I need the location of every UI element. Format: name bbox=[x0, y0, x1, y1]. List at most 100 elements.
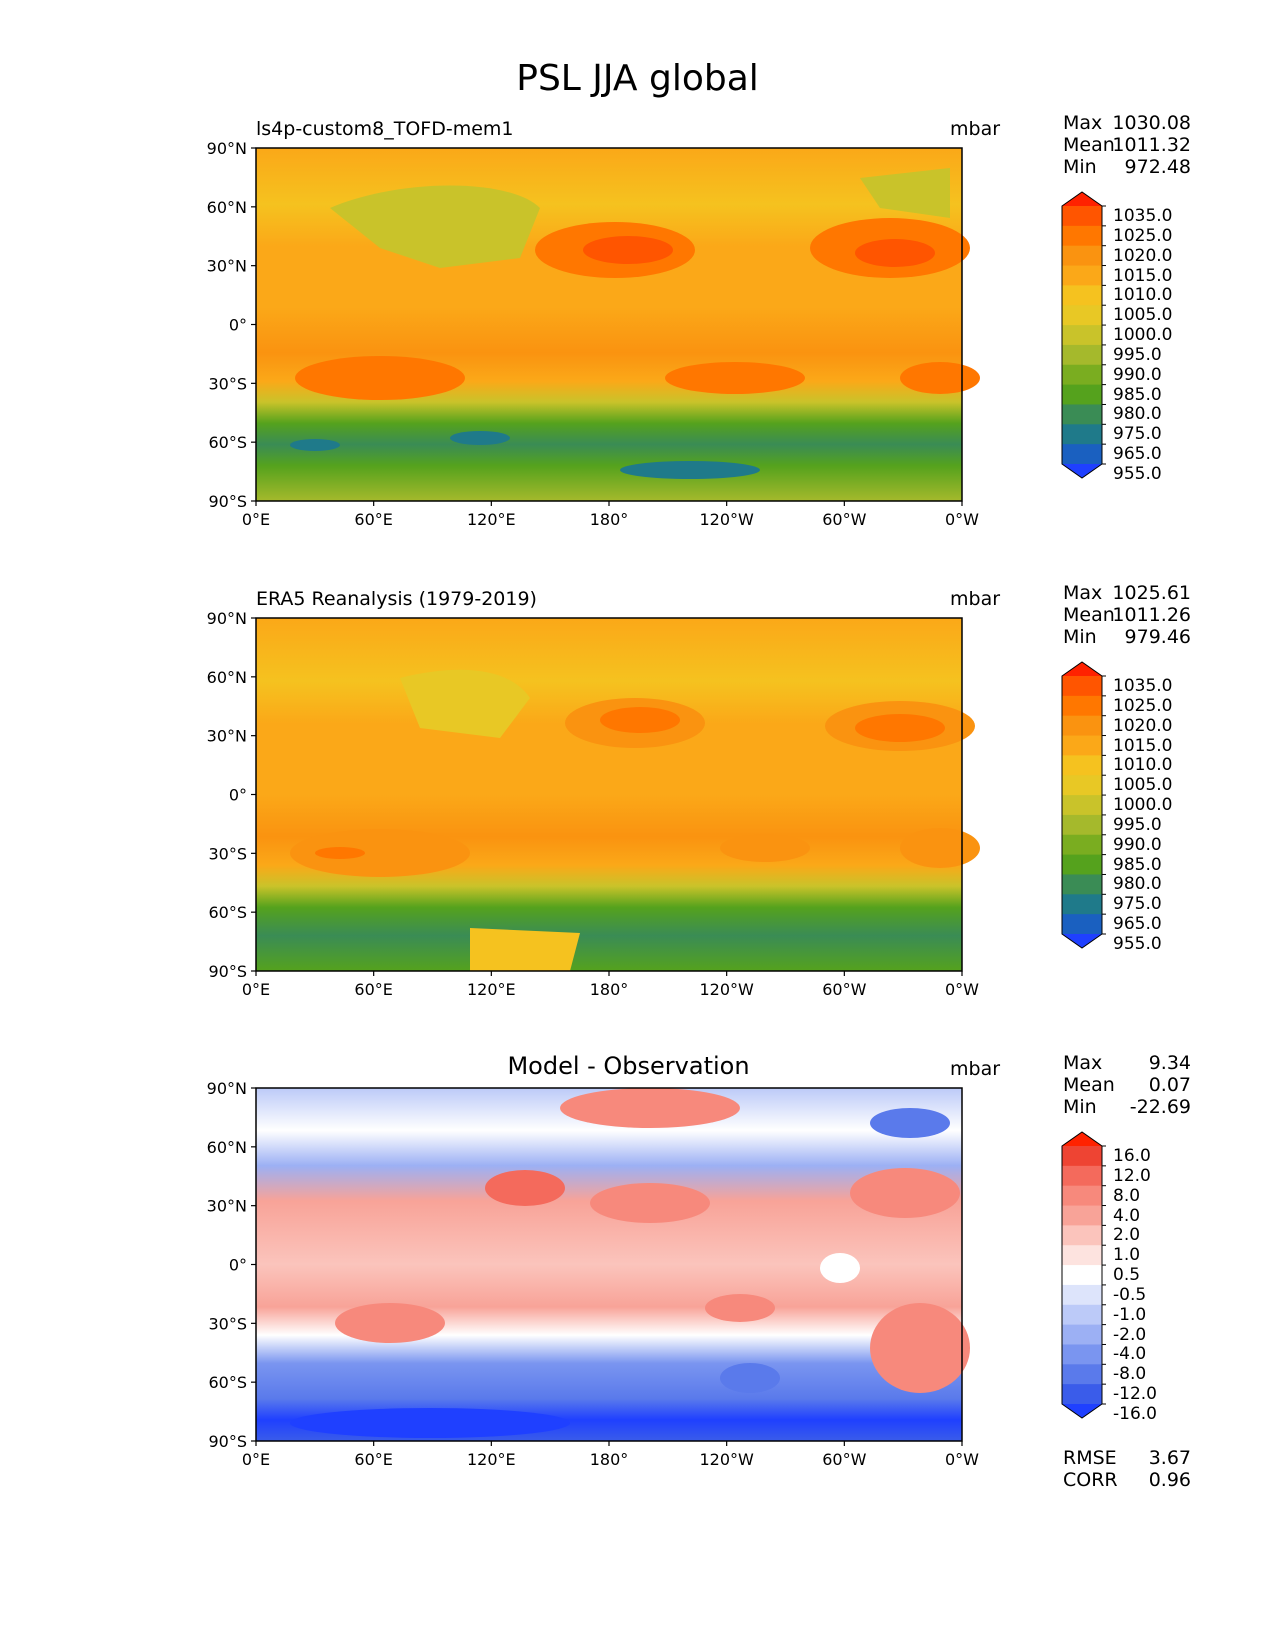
colorbar-extend-max bbox=[1062, 192, 1102, 206]
colorbar-segment bbox=[1062, 735, 1102, 756]
stat-min-value: 972.48 bbox=[1124, 156, 1191, 178]
lon-tick-label: 120°E bbox=[467, 510, 516, 529]
colorbar-extend-min bbox=[1062, 934, 1102, 948]
figure-title: PSL JJA global bbox=[516, 58, 759, 99]
stat-mean-label: Mean bbox=[1063, 1074, 1115, 1096]
colorbar-label: 985.0 bbox=[1113, 854, 1162, 875]
colorbar-segment bbox=[1062, 1304, 1102, 1326]
colorbar-segment bbox=[1062, 325, 1102, 346]
colorbar-label: -8.0 bbox=[1113, 1364, 1147, 1385]
panel-title: ERA5 Reanalysis (1979-2019) bbox=[256, 588, 537, 610]
colorbar-label: 995.0 bbox=[1113, 344, 1162, 365]
lon-tick-label: 180° bbox=[590, 1450, 629, 1469]
stat-mean-value: 1011.32 bbox=[1112, 134, 1191, 156]
colorbar-segment bbox=[1062, 1344, 1102, 1365]
lat-tick-label: 30°S bbox=[208, 1314, 247, 1333]
lon-tick-label: 60°E bbox=[354, 510, 392, 529]
panel-units: mbar bbox=[950, 588, 1001, 610]
stat-max-value: 9.34 bbox=[1148, 1052, 1191, 1074]
colorbar-segment bbox=[1062, 814, 1102, 836]
corr-value: 0.96 bbox=[1148, 1469, 1191, 1491]
lon-tick-label: 0°W bbox=[945, 510, 979, 529]
lon-tick-label: 0°E bbox=[242, 980, 270, 999]
colorbar-label: 8.0 bbox=[1113, 1185, 1141, 1206]
colorbar-label: 1000.0 bbox=[1113, 795, 1173, 816]
lon-tick-label: 180° bbox=[590, 510, 629, 529]
colorbar-segment bbox=[1062, 225, 1102, 247]
colorbar-segment bbox=[1062, 695, 1102, 717]
colorbar-label: 965.0 bbox=[1113, 914, 1162, 935]
panel-units: mbar bbox=[950, 1058, 1001, 1080]
colorbar-segment bbox=[1062, 1324, 1102, 1345]
stat-max-label: Max bbox=[1063, 1052, 1103, 1074]
lon-tick-label: 0°W bbox=[945, 980, 979, 999]
colorbar-label: 1020.0 bbox=[1113, 715, 1173, 736]
lat-tick-label: 30°N bbox=[207, 1197, 247, 1216]
colorbar-segment bbox=[1062, 775, 1102, 796]
lon-tick-label: 120°W bbox=[699, 980, 754, 999]
colorbar-segment bbox=[1062, 265, 1102, 286]
map-frame: 90°N 60°N 30°N 0° 30°S 60°S 90°S0°E 60°E 120°E 18… bbox=[207, 609, 980, 999]
colorbar-segment bbox=[1062, 874, 1102, 895]
colorbar-label: 955.0 bbox=[1113, 464, 1162, 484]
lon-tick-label: 0°W bbox=[945, 1450, 979, 1469]
colorbar-segment bbox=[1062, 894, 1102, 915]
colorbar-segment bbox=[1062, 1185, 1102, 1207]
colorbar-label: -0.5 bbox=[1113, 1284, 1147, 1305]
panel-title: Model - Observation bbox=[507, 1052, 750, 1080]
colorbar-segment bbox=[1062, 344, 1102, 366]
corr-label: CORR bbox=[1063, 1469, 1118, 1491]
lat-tick-label: 90°N bbox=[207, 609, 247, 628]
lat-tick-label: 60°S bbox=[208, 433, 247, 452]
stat-min-value: 979.46 bbox=[1124, 626, 1191, 648]
colorbar-segment bbox=[1062, 1265, 1102, 1286]
panel-units: mbar bbox=[950, 118, 1001, 140]
lat-tick-label: 90°S bbox=[208, 1432, 247, 1451]
stat-mean-label: Mean bbox=[1063, 134, 1115, 156]
colorbar-segment bbox=[1062, 364, 1102, 386]
map-frame: 90°N 60°N 30°N 0° 30°S 60°S 90°S0°E 60°E 120°E 18… bbox=[207, 139, 980, 529]
stats-box: Max 1025.61 Mean 1011.26 Min 979.46 bbox=[1063, 582, 1191, 648]
colorbar-label: -2.0 bbox=[1113, 1324, 1147, 1345]
colorbar-segment bbox=[1062, 404, 1102, 425]
lon-tick-label: 60°W bbox=[822, 980, 866, 999]
colorbar-label: 985.0 bbox=[1113, 384, 1162, 405]
colorbar-label: 1035.0 bbox=[1113, 206, 1173, 226]
colorbar-segment bbox=[1062, 795, 1102, 816]
panel-title: ls4p-custom8_TOFD-mem1 bbox=[256, 118, 514, 140]
colorbar-label: 0.5 bbox=[1113, 1265, 1141, 1286]
stat-max-label: Max bbox=[1063, 112, 1103, 134]
stats-box: Max 1030.08 Mean 1011.32 Min 972.48 bbox=[1063, 112, 1191, 178]
colorbar-extend-min bbox=[1062, 464, 1102, 478]
lon-tick-label: 120°W bbox=[699, 1450, 754, 1469]
rmse-label: RMSE bbox=[1063, 1447, 1117, 1469]
lat-tick-label: 0° bbox=[229, 786, 247, 805]
lat-tick-label: 60°N bbox=[207, 668, 247, 687]
colorbar-label: -4.0 bbox=[1113, 1344, 1147, 1365]
colorbar-label: -1.0 bbox=[1113, 1304, 1147, 1325]
stat-min-label: Min bbox=[1063, 156, 1097, 178]
colorbar-label: 1010.0 bbox=[1113, 285, 1173, 306]
lon-tick-label: 120°E bbox=[467, 1450, 516, 1469]
lat-tick-label: 30°S bbox=[208, 844, 247, 863]
colorbar-segment bbox=[1062, 245, 1102, 267]
colorbar-label: 990.0 bbox=[1113, 834, 1162, 855]
lon-tick-label: 60°E bbox=[354, 980, 392, 999]
colorbar-label: 1005.0 bbox=[1113, 305, 1173, 326]
colorbar-label: 990.0 bbox=[1113, 364, 1162, 385]
panel-difference: Model - Observation mbar bbox=[0, 1052, 1275, 1528]
metrics-box: RMSE 3.67 CORR 0.96 bbox=[1063, 1447, 1191, 1491]
panel-observation: ERA5 Reanalysis (1979-2019) mbar bbox=[0, 582, 1275, 1058]
colorbar-segment bbox=[1062, 834, 1102, 856]
colorbar-segment bbox=[1062, 305, 1102, 326]
colorbar-segment bbox=[1062, 676, 1102, 697]
stat-mean-value: 1011.26 bbox=[1112, 604, 1191, 626]
lon-tick-label: 120°E bbox=[467, 980, 516, 999]
colorbar-segment bbox=[1062, 1205, 1102, 1226]
colorbar-label: 955.0 bbox=[1113, 934, 1162, 954]
colorbar-segment bbox=[1062, 1245, 1102, 1266]
colorbar-label: 1.0 bbox=[1113, 1245, 1141, 1266]
stat-max-label: Max bbox=[1063, 582, 1103, 604]
colorbar-label: 965.0 bbox=[1113, 444, 1162, 465]
colorbar-segment bbox=[1062, 715, 1102, 737]
